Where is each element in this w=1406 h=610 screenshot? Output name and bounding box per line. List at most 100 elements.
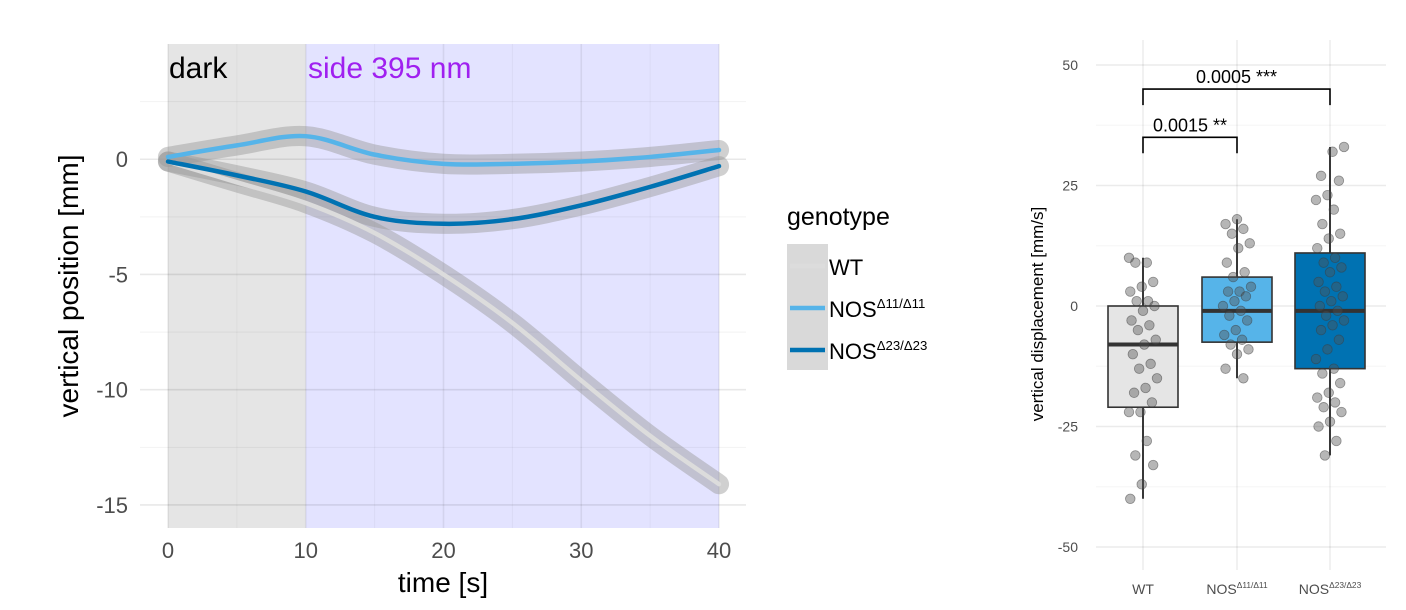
data-point-2 [1332, 305, 1343, 317]
legend-label-0-base: WT [829, 255, 863, 280]
data-point-2 [1338, 315, 1350, 326]
data-point-2 [1329, 252, 1341, 263]
data-point-0 [1130, 257, 1141, 268]
y-axis-label: vertical position [mm] [53, 155, 84, 418]
y-tick-label: 0 [1070, 298, 1078, 314]
x-tick-label: 0 [162, 538, 174, 563]
y-tick-label: -25 [1058, 419, 1078, 435]
data-point-0 [1151, 373, 1163, 384]
legend-label-1-sup: Δ11/Δ11 [877, 296, 926, 311]
data-point-0 [1133, 363, 1145, 374]
data-point-2 [1323, 233, 1334, 244]
data-point-2 [1331, 435, 1342, 447]
x-tick-label-2: NOSΔ23/Δ23 [1299, 580, 1362, 597]
data-point-2 [1328, 363, 1340, 374]
x-tick-labels: 0 10 20 30 40 [162, 538, 731, 563]
series-line-0 [165, 159, 722, 487]
y-tick-label: 25 [1062, 178, 1078, 194]
data-point-1 [1227, 271, 1239, 283]
data-point-2 [1337, 291, 1348, 302]
data-point-1 [1217, 300, 1229, 312]
x-tick-label-1-base: NOS [1206, 581, 1236, 597]
y-tick-label: -50 [1058, 539, 1078, 555]
data-point-1 [1241, 315, 1253, 326]
data-point-2 [1336, 406, 1347, 418]
data-point-2 [1334, 228, 1346, 239]
y-tick-label: -5 [108, 262, 128, 287]
box-0 [1107, 305, 1179, 409]
data-point-0 [1146, 397, 1158, 408]
data-point-2 [1327, 320, 1338, 331]
condition-regions [168, 44, 719, 528]
data-point-2 [1317, 218, 1328, 230]
data-point-1 [1226, 228, 1238, 239]
data-point-0 [1136, 281, 1147, 292]
region-label-light: side 395 nm [308, 52, 471, 85]
series-line-2 [165, 159, 722, 227]
data-point-2 [1322, 189, 1333, 201]
data-point-1 [1222, 286, 1234, 297]
data-point-2 [1313, 421, 1324, 432]
data-point-1 [1239, 267, 1250, 278]
data-point-2 [1319, 286, 1331, 297]
data-point-2 [1328, 204, 1340, 215]
data-point-2 [1334, 377, 1346, 389]
legend-label-1-base: NOS [829, 297, 877, 322]
data-point-2 [1324, 267, 1336, 278]
x-tick-label: 20 [431, 538, 455, 563]
line-chart: dark side 395 nm 0 10 20 30 40 0 -5 -10 -15 tim… [53, 44, 746, 598]
data-point-0 [1125, 286, 1136, 297]
data-point-2 [1317, 368, 1328, 379]
data-point-2 [1319, 450, 1331, 461]
y-tick-label: 50 [1062, 57, 1078, 73]
data-point-0 [1137, 305, 1149, 317]
data-point-0 [1144, 320, 1155, 331]
data-point-2 [1310, 194, 1322, 206]
data-point-0 [1123, 406, 1135, 418]
data-point-0 [1136, 479, 1147, 490]
data-point-2 [1326, 295, 1337, 307]
data-point-1 [1220, 363, 1231, 374]
data-point-2 [1322, 344, 1333, 355]
data-point-1 [1219, 329, 1230, 341]
data-point-1 [1220, 218, 1231, 230]
data-point-1 [1233, 242, 1244, 254]
series-lines [165, 133, 722, 487]
bracket-1 [1142, 88, 1331, 106]
data-point-2 [1318, 402, 1329, 413]
data-point-1 [1221, 257, 1233, 268]
data-point-0 [1147, 459, 1159, 471]
data-point-1 [1240, 291, 1252, 302]
data-point-0 [1141, 257, 1153, 268]
y-tick-label: -10 [96, 378, 128, 403]
data-point-2 [1314, 300, 1326, 312]
data-point-1 [1231, 349, 1243, 360]
x-tick-label: 10 [294, 538, 318, 563]
legend-label-0: WT [829, 255, 863, 280]
legend-label-2-base: NOS [829, 339, 877, 364]
data-point-2 [1333, 334, 1345, 345]
bracket-0 [1142, 136, 1238, 154]
x-axis-label: time [s] [398, 567, 488, 598]
data-point-2 [1338, 141, 1350, 153]
y-tick-labels: 50 25 0 -25 -50 [1058, 57, 1078, 555]
data-point-0 [1139, 339, 1150, 350]
y-tick-labels: 0 -5 -10 -15 [96, 147, 128, 518]
data-point-2 [1313, 276, 1324, 288]
data-point-2 [1310, 353, 1322, 365]
data-point-1 [1224, 310, 1235, 321]
x-tick-label: 30 [569, 538, 593, 563]
data-point-0 [1126, 315, 1137, 326]
data-point-0 [1150, 334, 1161, 345]
data-point-1 [1225, 339, 1236, 350]
x-tick-labels: WT NOSΔ11/Δ11 NOSΔ23/Δ23 [1132, 580, 1361, 597]
bracket-label-0: 0.0015 ** [1153, 115, 1227, 135]
data-point-2 [1324, 416, 1336, 427]
region-1 [305, 44, 719, 528]
data-point-1 [1236, 334, 1248, 345]
x-tick-label-1: NOSΔ11/Δ11 [1206, 580, 1268, 597]
x-tick-label-1-sup: Δ11/Δ11 [1237, 580, 1268, 590]
data-point-2 [1312, 392, 1323, 403]
